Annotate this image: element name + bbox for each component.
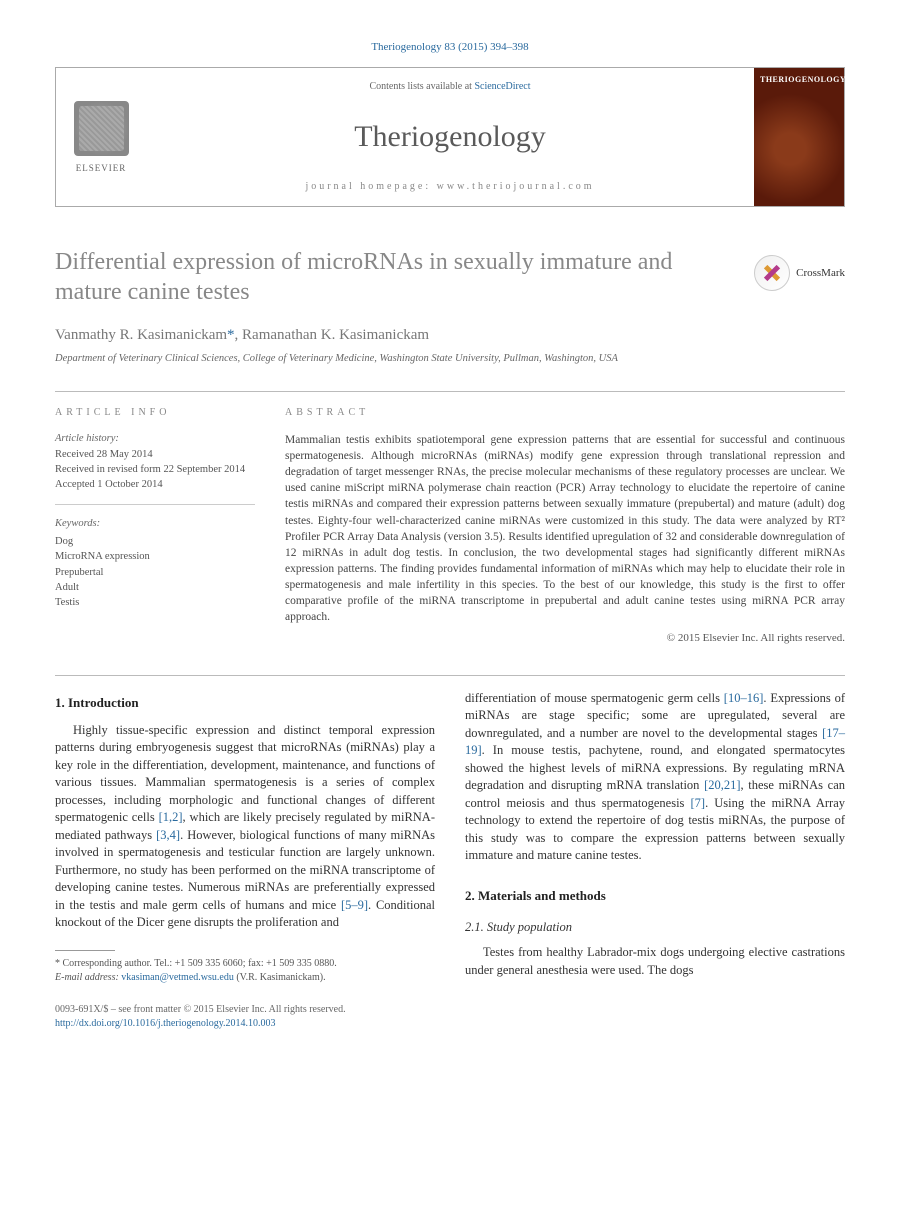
author-list: Vanmathy R. Kasimanickam*, Ramanathan K.… — [55, 327, 429, 343]
keyword: Prepubertal — [55, 565, 255, 580]
citation-link[interactable]: [1,2] — [159, 810, 183, 824]
journal-header: ELSEVIER Contents lists available at Sci… — [55, 67, 845, 207]
citation-link[interactable]: [3,4] — [156, 828, 180, 842]
cover-title: THERIOGENOLOGY — [754, 68, 844, 91]
doi-link[interactable]: http://dx.doi.org/10.1016/j.theriogenolo… — [55, 1017, 435, 1031]
crossmark-icon — [754, 255, 790, 291]
citation-link[interactable]: [20,21] — [704, 778, 740, 792]
cover-image — [754, 92, 844, 207]
authors: Vanmathy R. Kasimanickam*, Ramanathan K.… — [55, 325, 845, 346]
crossmark-label: CrossMark — [796, 266, 845, 281]
intro-heading: 1. Introduction — [55, 694, 435, 712]
email-link[interactable]: vkasiman@vetmed.wsu.edu — [121, 972, 234, 983]
history-received: Received 28 May 2014 — [55, 447, 255, 462]
divider — [55, 391, 845, 392]
affiliation: Department of Veterinary Clinical Scienc… — [55, 352, 845, 367]
journal-homepage: journal homepage: www.theriojournal.com — [146, 180, 754, 194]
abstract-text: Mammalian testis exhibits spatiotemporal… — [285, 432, 845, 625]
contents-prefix: Contents lists available at — [369, 81, 474, 92]
text: differentiation of mouse spermatogenic g… — [465, 691, 724, 705]
citation-line: Theriogenology 83 (2015) 394–398 — [55, 40, 845, 55]
keyword: MicroRNA expression — [55, 549, 255, 564]
corr-text: * Corresponding author. Tel.: +1 509 335… — [55, 958, 337, 969]
page-footer: 0093-691X/$ – see front matter © 2015 El… — [55, 1003, 435, 1031]
history-label: Article history: — [55, 432, 255, 447]
header-center: Contents lists available at ScienceDirec… — [146, 68, 754, 206]
body-columns: 1. Introduction Highly tissue-specific e… — [55, 690, 845, 1031]
citation-link[interactable]: [7] — [691, 796, 706, 810]
homepage-url[interactable]: www.theriojournal.com — [437, 181, 595, 192]
keyword: Dog — [55, 534, 255, 549]
contents-available: Contents lists available at ScienceDirec… — [146, 80, 754, 94]
corresponding-footnote: * Corresponding author. Tel.: +1 509 335… — [55, 957, 435, 985]
footer-copyright: 0093-691X/$ – see front matter © 2015 El… — [55, 1003, 435, 1017]
methods-heading: 2. Materials and methods — [465, 887, 845, 905]
history-revised: Received in revised form 22 September 20… — [55, 462, 255, 477]
intro-para-2: differentiation of mouse spermatogenic g… — [465, 690, 845, 865]
publisher-name: ELSEVIER — [76, 162, 127, 175]
journal-name: Theriogenology — [146, 116, 754, 158]
journal-cover-thumb: THERIOGENOLOGY — [754, 68, 844, 206]
citation-link[interactable]: [5–9] — [341, 898, 368, 912]
homepage-label: journal homepage: — [305, 181, 436, 192]
publisher-logo: ELSEVIER — [56, 68, 146, 206]
abstract-label: ABSTRACT — [285, 406, 845, 420]
methods-para-1: Testes from healthy Labrador-mix dogs un… — [465, 944, 845, 979]
article-info-col: ARTICLE INFO Article history: Received 2… — [55, 406, 255, 647]
crossmark[interactable]: CrossMark — [754, 255, 845, 291]
corr-asterisk: * — [227, 327, 235, 343]
article-info-label: ARTICLE INFO — [55, 406, 255, 420]
keyword: Testis — [55, 595, 255, 610]
abstract-col: ABSTRACT Mammalian testis exhibits spati… — [285, 406, 845, 647]
sciencedirect-link[interactable]: ScienceDirect — [474, 81, 530, 92]
copyright: © 2015 Elsevier Inc. All rights reserved… — [285, 631, 845, 646]
citation-link[interactable]: [10–16] — [724, 691, 764, 705]
divider — [55, 675, 845, 676]
email-label: E-mail address: — [55, 972, 121, 983]
email-suffix: (V.R. Kasimanickam). — [234, 972, 326, 983]
history-accepted: Accepted 1 October 2014 — [55, 477, 255, 492]
info-divider — [55, 504, 255, 505]
elsevier-tree-icon — [74, 101, 129, 156]
keyword: Adult — [55, 580, 255, 595]
article-title: Differential expression of microRNAs in … — [55, 247, 845, 307]
intro-para-1: Highly tissue-specific expression and di… — [55, 722, 435, 932]
keywords-label: Keywords: — [55, 517, 255, 532]
methods-subheading: 2.1. Study population — [465, 919, 845, 937]
footnote-separator — [55, 950, 115, 951]
